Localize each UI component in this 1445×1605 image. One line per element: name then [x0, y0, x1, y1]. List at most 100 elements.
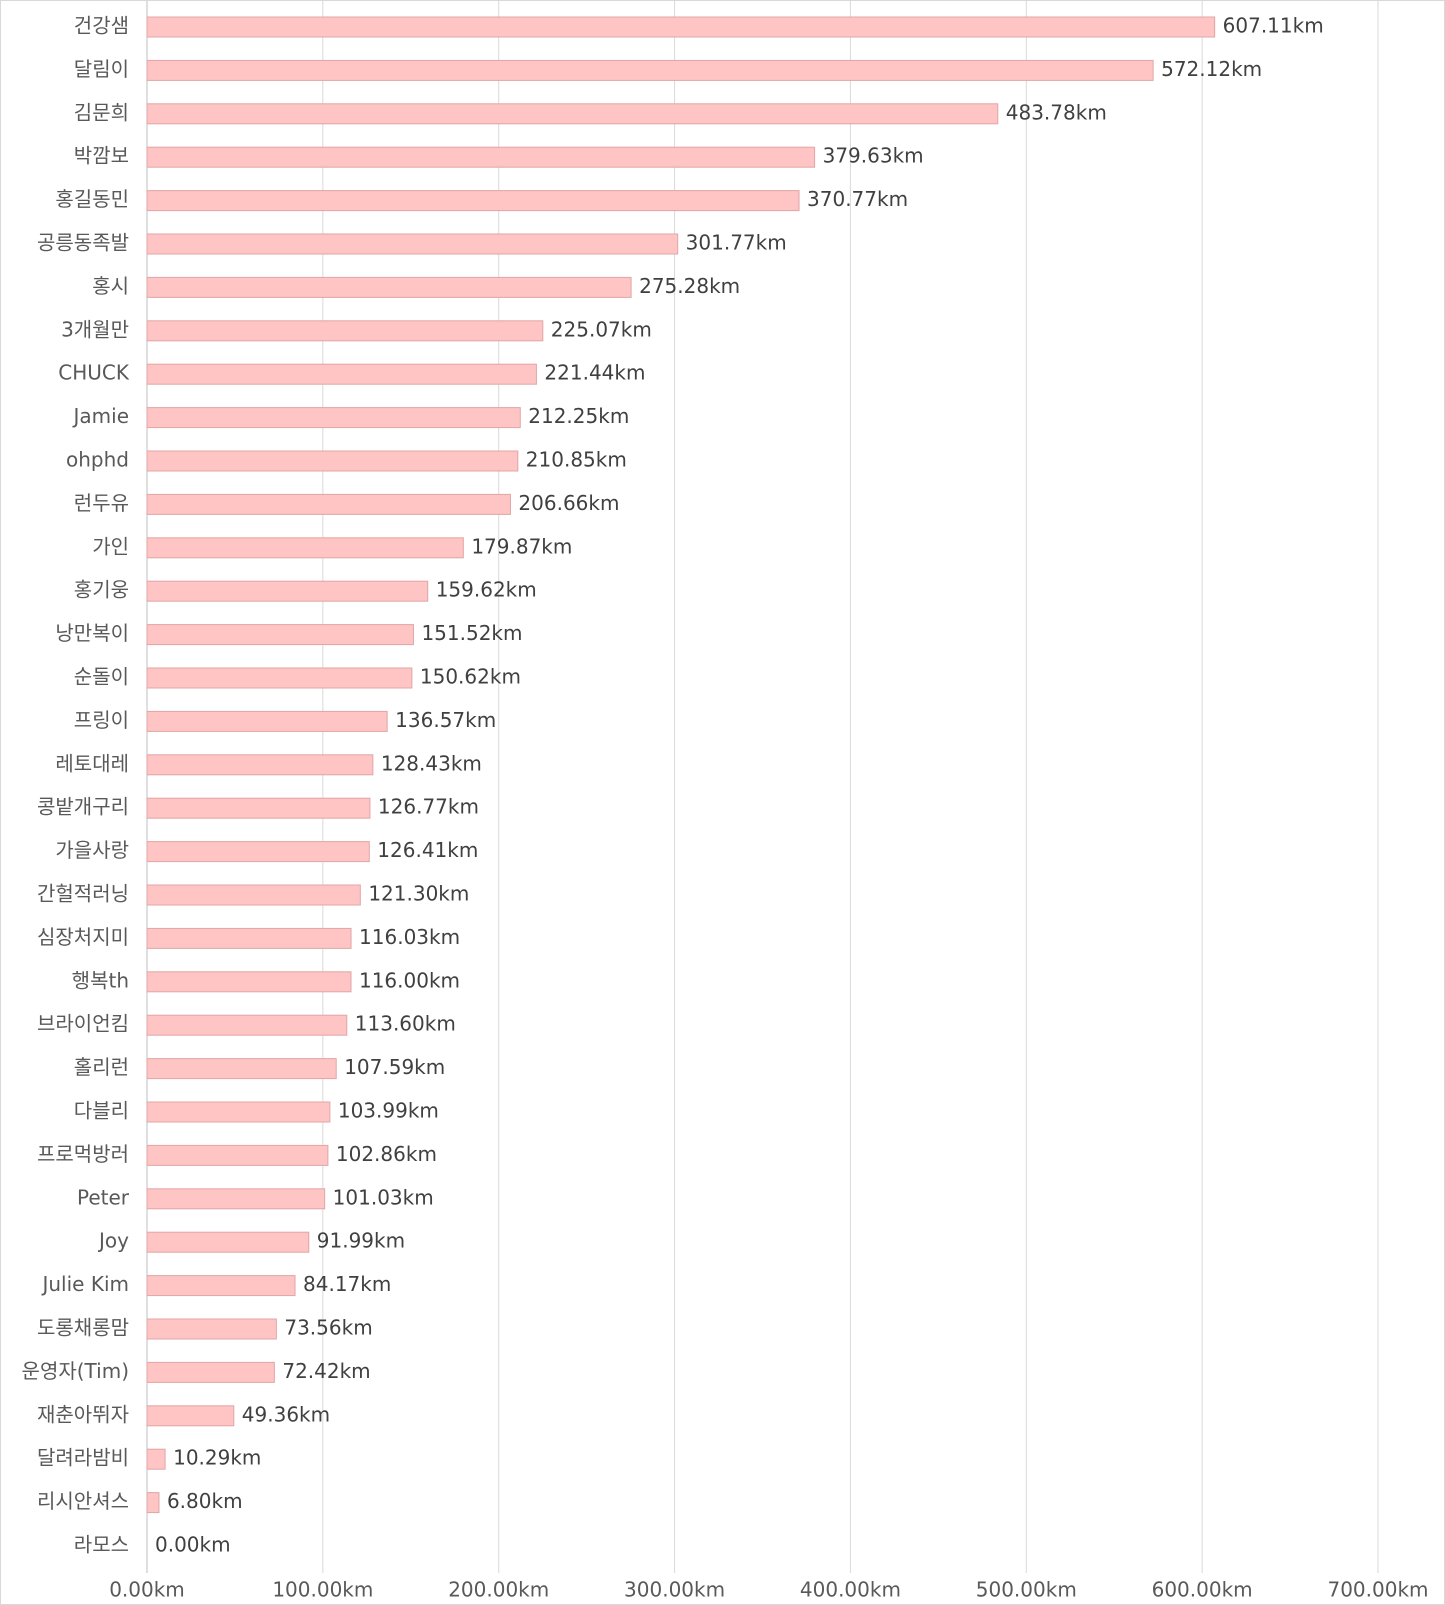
category-label: 행복th [72, 968, 129, 992]
category-label: 홀리런 [74, 1055, 129, 1079]
value-label: 212.25km [528, 404, 629, 428]
category-label: 홍시 [92, 274, 129, 298]
value-label: 370.77km [807, 187, 908, 211]
category-label: 가인 [92, 534, 129, 558]
value-label: 116.00km [359, 968, 460, 992]
x-tick-label: 700.00km [1327, 1578, 1428, 1602]
category-label: 간헐적러닝 [37, 882, 129, 906]
bar [146, 1014, 348, 1036]
value-label: 210.85km [526, 448, 627, 472]
value-label: 91.99km [317, 1229, 405, 1253]
category-label: Peter [77, 1185, 130, 1209]
category-label: CHUCK [58, 361, 130, 385]
bar [146, 320, 544, 342]
bar [146, 1275, 296, 1297]
value-label: 84.17km [303, 1272, 391, 1296]
bar [146, 797, 371, 819]
category-label: 다블리 [74, 1099, 129, 1123]
category-label: 도롱채롱맘 [37, 1316, 129, 1340]
bar [146, 1101, 331, 1123]
x-tick-label: 200.00km [448, 1578, 549, 1602]
bar [146, 190, 800, 212]
bar [146, 710, 388, 732]
value-label: 0.00km [155, 1533, 231, 1557]
category-label: ohphd [66, 448, 129, 472]
bar [146, 103, 999, 125]
value-label: 113.60km [355, 1012, 456, 1036]
category-label: 심장처지미 [37, 925, 129, 949]
category-label: 3개월만 [61, 317, 129, 341]
value-label: 107.59km [344, 1055, 445, 1079]
bar [146, 1405, 235, 1427]
x-axis-ticks: 0.00km 100.00km 200.00km 300.00km 400.00km 50… [109, 1578, 1428, 1602]
category-label: 박깜보 [74, 144, 129, 168]
value-label: 10.29km [173, 1446, 261, 1470]
category-label: 프링이 [74, 708, 129, 732]
bar [146, 16, 1216, 38]
value-label: 607.11km [1223, 14, 1324, 38]
value-label: 151.52km [421, 621, 522, 645]
category-label: 프로먹방러 [37, 1142, 129, 1166]
value-label: 225.07km [551, 317, 652, 341]
x-tick-label: 300.00km [624, 1578, 725, 1602]
bar [146, 580, 429, 602]
bars [146, 16, 1216, 1514]
bar [146, 276, 632, 298]
category-label: Julie Kim [40, 1272, 129, 1296]
bar [146, 146, 816, 168]
category-label: 홍기웅 [74, 578, 129, 602]
value-labels: 607.11km 572.12km 483.78km 379.63km 370.77km… [155, 14, 1324, 1557]
bar [146, 1448, 166, 1470]
category-label: 라모스 [74, 1533, 129, 1557]
value-label: 102.86km [336, 1142, 437, 1166]
bar [146, 363, 537, 385]
bar [146, 1361, 275, 1383]
category-label: 달려라밤비 [37, 1446, 129, 1470]
value-label: 116.03km [359, 925, 460, 949]
bar [146, 624, 414, 646]
value-label: 121.30km [368, 882, 469, 906]
category-label: 공릉동족발 [37, 231, 129, 255]
bar [146, 841, 370, 863]
value-label: 379.63km [823, 144, 924, 168]
value-label: 159.62km [436, 578, 537, 602]
category-label: 가을사랑 [55, 838, 129, 862]
value-label: 221.44km [544, 361, 645, 385]
bar [146, 1231, 310, 1253]
bar [146, 493, 511, 515]
bar [146, 450, 519, 472]
category-label: 리시안셔스 [37, 1489, 129, 1513]
value-label: 275.28km [639, 274, 740, 298]
value-label: 128.43km [381, 751, 482, 775]
value-label: 73.56km [284, 1316, 372, 1340]
value-label: 126.41km [377, 838, 478, 862]
value-label: 572.12km [1161, 57, 1262, 81]
bar [146, 1318, 277, 1340]
value-label: 136.57km [395, 708, 496, 732]
category-label: 건강샘 [74, 14, 129, 38]
bar [146, 1188, 326, 1210]
category-label: 운영자(Tim) [22, 1359, 129, 1383]
value-label: 126.77km [378, 795, 479, 819]
x-tick-label: 100.00km [272, 1578, 373, 1602]
bar [146, 233, 679, 255]
category-label: 콩밭개구리 [37, 795, 129, 819]
bar [146, 971, 352, 993]
value-label: 72.42km [282, 1359, 370, 1383]
category-label: 홍길동민 [55, 187, 129, 211]
bar [146, 1492, 160, 1514]
category-label: 김문희 [74, 100, 129, 124]
category-label: 순돌이 [74, 665, 129, 689]
category-label: Jamie [72, 404, 130, 428]
x-tick-label: 500.00km [976, 1578, 1077, 1602]
category-label: 재춘아뛰자 [37, 1402, 129, 1426]
category-label: 낭만복이 [55, 621, 129, 645]
x-tick-label: 0.00km [109, 1578, 185, 1602]
grid-lines [146, 1, 1379, 1573]
value-label: 150.62km [420, 665, 521, 689]
value-label: 101.03km [333, 1185, 434, 1209]
bar [146, 1144, 329, 1166]
category-label: 런두유 [74, 491, 129, 515]
